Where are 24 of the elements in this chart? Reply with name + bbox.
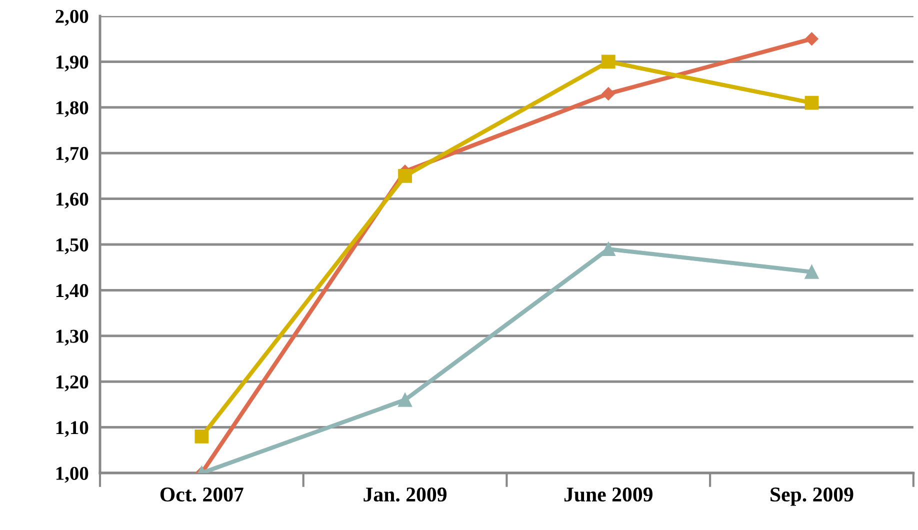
point (804, 96, 819, 110)
point (601, 54, 616, 69)
y-tick-label: 1,60 (56, 192, 88, 209)
point (398, 392, 412, 407)
y-tick-label: 1,30 (56, 330, 88, 346)
x-tick-label: June 2009 (564, 487, 652, 502)
point (602, 87, 615, 100)
y-tick-label: 1,90 (56, 56, 88, 72)
x-tick-label: Jan. 2009 (364, 487, 447, 502)
point (398, 169, 412, 183)
point (805, 32, 818, 46)
y-tick-label: 1,80 (56, 101, 88, 118)
y-tick-label: 1,70 (56, 146, 88, 163)
y-tick-label: 2,00 (56, 10, 88, 26)
point (601, 242, 616, 256)
point (804, 264, 819, 279)
y-tick-label: 1,00 (56, 466, 88, 483)
y-tick-label: 1,50 (56, 238, 88, 254)
y-tick-label: 1,20 (56, 375, 88, 392)
x-tick-label: Oct. 2007 (160, 487, 244, 502)
y-tick-label: 1,40 (56, 284, 88, 300)
x-tick-label: Sep. 2009 (770, 487, 854, 506)
point (194, 429, 209, 444)
y-tick-label: 1,10 (56, 421, 88, 438)
